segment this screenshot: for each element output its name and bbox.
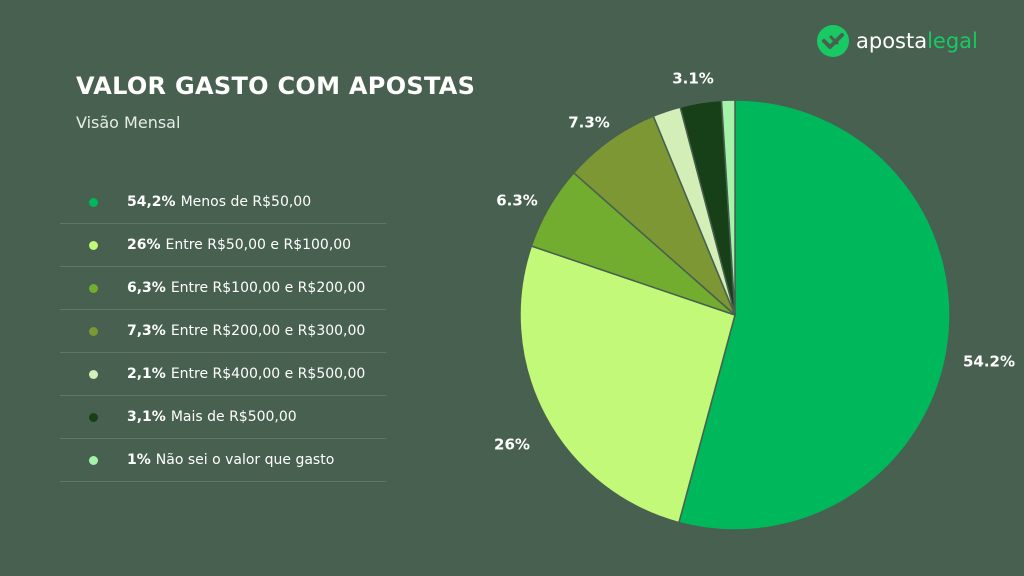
legend-label: Entre R$100,00 e R$200,00 [170,280,366,296]
logo-text: apostalegal [856,29,978,53]
pie-slice [519,245,736,524]
legend-percent: 1% [127,452,151,468]
pie-data-label: 26% [494,436,530,454]
legend-item: 54,2% Menos de R$50,00 [60,181,386,224]
legend-item: 26% Entre R$50,00 e R$100,00 [60,224,386,267]
legend-percent: 26% [127,237,161,253]
legend-dot-icon [89,326,98,336]
legend-dot-icon [89,240,98,250]
legend-dot-icon [89,197,98,207]
logo-word-aposta: aposta [856,29,928,53]
pie-data-label: 3.1% [672,70,714,88]
legend-item: 6,3% Entre R$100,00 e R$200,00 [60,267,386,310]
legend-dot-icon [89,455,98,465]
legend-percent: 7,3% [127,323,166,339]
legend-dot-icon [89,283,98,293]
pie-data-label: 6.3% [496,192,538,210]
legend-item: 3,1% Mais de R$500,00 [60,396,386,439]
legend-label: Menos de R$50,00 [180,194,312,210]
legend-label: Entre R$400,00 e R$500,00 [170,366,366,382]
legend-percent: 3,1% [127,409,166,425]
pie-data-label: 54.2% [963,353,1015,371]
legend-label: Entre R$200,00 e R$300,00 [170,323,366,339]
logo: apostalegal [817,25,978,57]
aposta-legal-logo-icon [817,25,849,57]
legend-percent: 6,3% [127,280,166,296]
legend-percent: 54,2% [127,194,176,210]
pie-data-label: 7.3% [568,114,610,132]
legend-label: Não sei o valor que gasto [155,452,335,468]
legend-item: 1% Não sei o valor que gasto [60,439,386,482]
logo-word-legal: legal [927,29,978,53]
legend-percent: 2,1% [127,366,166,382]
chart-title: VALOR GASTO COM APOSTAS [76,72,476,100]
legend-item: 7,3% Entre R$200,00 e R$300,00 [60,310,386,353]
pie-slice [720,99,736,316]
legend-label: Mais de R$500,00 [170,409,297,425]
pie-slice [678,99,951,531]
legend-dot-icon [89,369,98,379]
pie-slice [572,115,736,316]
chart-subtitle: Visão Mensal [76,113,181,132]
legend-item: 2,1% Entre R$400,00 e R$500,00 [60,353,386,396]
legend-dot-icon [89,412,98,422]
legend: 54,2% Menos de R$50,00 26% Entre R$50,00… [60,181,386,482]
legend-label: Entre R$50,00 e R$100,00 [165,237,352,253]
